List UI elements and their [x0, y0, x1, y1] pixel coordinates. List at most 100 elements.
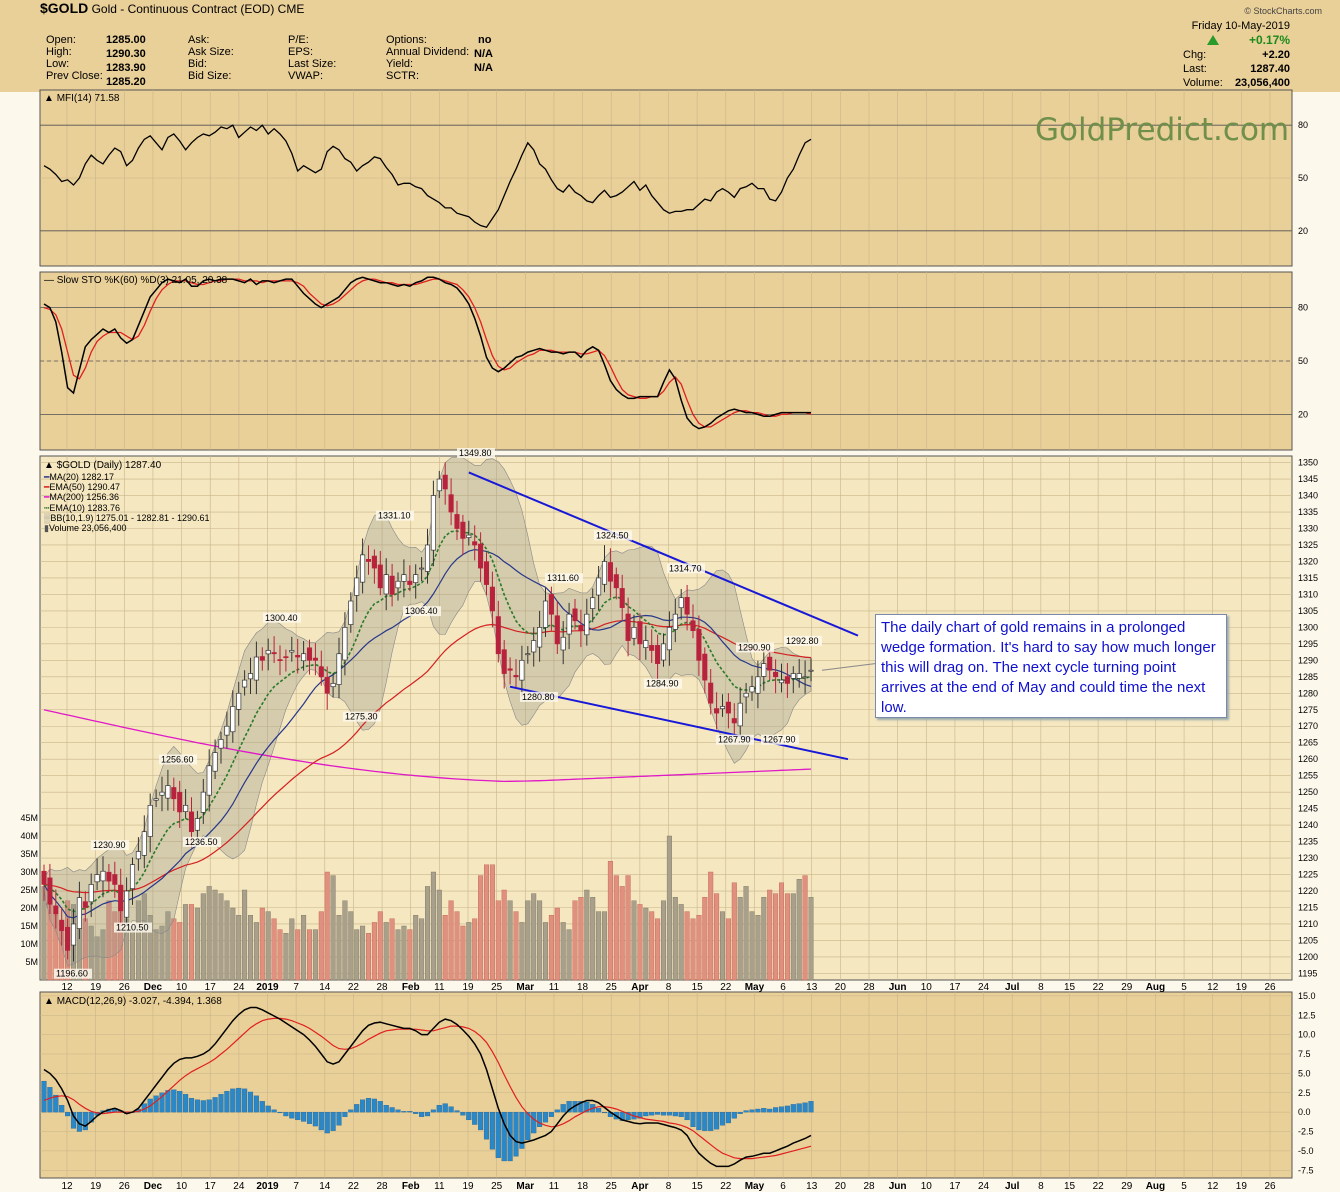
macd-histogram-bar — [53, 1094, 59, 1113]
candle-body — [383, 574, 389, 595]
volume-bar — [808, 897, 814, 981]
vwap-label: VWAP: — [288, 70, 324, 82]
volume-bar — [283, 933, 289, 981]
candle-body — [306, 647, 313, 661]
x-tick-label: 2019 — [256, 982, 279, 993]
macd-histogram-bar — [283, 1111, 289, 1117]
price-label: 1311.60 — [547, 573, 579, 583]
x-tick-label: 26 — [1264, 982, 1276, 993]
volume-bar — [177, 922, 183, 981]
x-tick-label: 11 — [434, 1181, 445, 1192]
note-pointer — [821, 663, 876, 671]
candle-body — [65, 926, 71, 951]
x-tick-label: 29 — [1121, 1181, 1133, 1192]
x-tick-label: 20 — [835, 982, 847, 993]
candle-body — [625, 613, 631, 641]
volume-bar — [478, 875, 484, 981]
macd-histogram-bar — [761, 1108, 767, 1113]
macd-histogram-bar — [159, 1092, 165, 1113]
ema10-swatch-icon: ┅ — [44, 503, 50, 513]
price-label-bg — [545, 573, 583, 584]
open-label: Open: — [46, 34, 76, 46]
volume-bar — [153, 929, 159, 981]
candle-body — [454, 514, 460, 529]
y-tick-label: 1200 — [1298, 952, 1318, 962]
y-tick-label: 1210 — [1298, 919, 1318, 929]
price-label-bg — [114, 922, 152, 933]
volume-bar — [354, 929, 360, 981]
candle-body — [442, 474, 448, 490]
macd-histogram-bar — [743, 1110, 749, 1113]
volume-bar — [720, 911, 726, 981]
x-tick-label: 13 — [806, 982, 818, 993]
y-tick-label: 1205 — [1298, 935, 1318, 945]
macd-histogram-bar — [578, 1101, 584, 1113]
macd-histogram-bar — [354, 1104, 360, 1113]
y-tick-label: 80 — [1298, 303, 1308, 313]
ask-size-label: Ask Size: — [188, 46, 234, 58]
volume-bar — [489, 864, 495, 981]
y-tick-label: 1315 — [1298, 573, 1318, 583]
volume-bar — [330, 875, 336, 981]
macd-histogram-bar — [424, 1111, 431, 1117]
volume-bar — [484, 864, 490, 981]
volume-bar — [472, 918, 478, 981]
volume-bar — [661, 900, 667, 981]
candle-body — [389, 575, 395, 595]
candle-body — [619, 588, 625, 608]
candle-body — [413, 574, 419, 584]
wedge-lower-line — [509, 685, 849, 761]
x-tick-label: 8 — [1038, 982, 1044, 993]
volume-bar — [159, 925, 165, 981]
x-tick-label: 25 — [491, 982, 503, 993]
volume-bar — [655, 918, 661, 981]
macd-histogram-bar — [306, 1111, 313, 1124]
candle-body — [194, 818, 200, 831]
volume-bar — [230, 907, 236, 981]
volume-bar — [371, 922, 377, 981]
macd-histogram-bar — [784, 1105, 790, 1113]
bollinger-band — [43, 456, 812, 967]
macd-panel — [39, 991, 1293, 1179]
volume-bar — [596, 911, 602, 981]
volume-bar — [743, 886, 749, 981]
sto-d-line — [43, 278, 812, 428]
volume-bar — [708, 871, 714, 981]
y-tick-label: 1260 — [1298, 754, 1318, 764]
y-tick-label: 5.0 — [1298, 1068, 1311, 1078]
mfi-line — [43, 124, 812, 229]
macd-histogram-bar — [719, 1111, 726, 1126]
x-tick-label: Dec — [144, 982, 163, 993]
volume-bar — [773, 893, 779, 981]
candle-body — [224, 725, 230, 736]
macd-histogram-bar — [324, 1111, 330, 1134]
candle-body — [590, 597, 596, 609]
macd-histogram-bar — [395, 1109, 401, 1113]
candle-body — [100, 870, 106, 882]
volume-bar — [242, 889, 248, 981]
exchange: CME — [277, 2, 305, 16]
candle-body — [265, 650, 271, 655]
volume-bar — [643, 907, 649, 981]
last-value: 1287.40 — [1250, 63, 1290, 75]
x-tick-label: 17 — [949, 982, 961, 993]
macd-histogram-bar — [271, 1109, 277, 1113]
candle-body — [778, 679, 785, 684]
y-tick-label: 1350 — [1298, 458, 1318, 468]
macd-histogram-bar — [684, 1111, 690, 1121]
x-tick-label: 24 — [978, 1181, 990, 1192]
price-label-bg — [54, 968, 92, 979]
volume-bar — [554, 907, 560, 981]
macd-signal-line — [43, 1017, 812, 1160]
volume-bar — [307, 929, 313, 981]
candle-body — [82, 901, 88, 908]
x-tick-label: Jun — [889, 1181, 907, 1192]
candle-body — [395, 580, 401, 589]
quote-block-2: Ask: Ask Size: Bid: Bid Size: — [188, 34, 234, 82]
y-tick-label: 1340 — [1298, 491, 1318, 501]
y-tick-label: 1285 — [1298, 672, 1318, 682]
candle-body — [354, 577, 360, 596]
bid-size-label: Bid Size: — [188, 70, 232, 82]
last-label: Last: — [1183, 63, 1207, 75]
candle-body — [147, 804, 153, 837]
